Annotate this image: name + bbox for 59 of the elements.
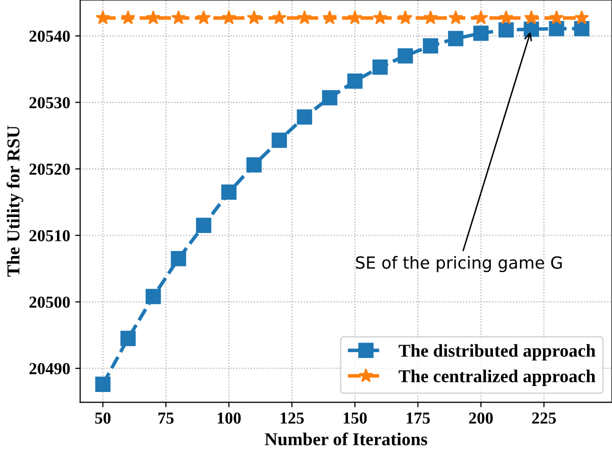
point xyxy=(549,10,564,24)
point xyxy=(448,10,464,24)
point xyxy=(171,10,186,24)
point xyxy=(574,20,590,36)
point xyxy=(473,26,489,41)
point xyxy=(246,157,262,173)
point xyxy=(398,10,413,24)
legend-label: The distributed approach xyxy=(398,344,596,360)
point xyxy=(423,10,438,24)
x-axis-title: Number of Iterations xyxy=(264,432,428,446)
x-tick-label: 175 xyxy=(406,412,430,424)
point xyxy=(146,288,161,304)
x-tick-label: 50 xyxy=(95,412,111,424)
annotation: SE of the pricing game G xyxy=(356,256,562,272)
x-tick-label: 225 xyxy=(532,412,556,424)
point xyxy=(498,10,514,24)
point xyxy=(170,251,186,266)
point xyxy=(272,10,287,24)
point xyxy=(222,10,236,24)
x-tick-label: 125 xyxy=(280,412,304,424)
y-tick-label: 20490 xyxy=(29,363,70,374)
point xyxy=(474,10,488,24)
x-tick-label: 75 xyxy=(158,412,174,424)
point xyxy=(120,330,136,346)
point xyxy=(246,10,262,24)
point xyxy=(548,20,564,36)
y-tick-label: 20520 xyxy=(29,164,70,175)
y-tick-label: 20540 xyxy=(29,30,70,42)
y-tick-label: 20530 xyxy=(29,97,70,108)
point xyxy=(347,73,363,89)
legend-label: The centralized approach xyxy=(398,370,596,386)
point xyxy=(574,10,590,24)
x-tick-label: 100 xyxy=(218,412,241,424)
point xyxy=(95,376,110,392)
y-axis-title: The Utility for RSU xyxy=(6,126,24,277)
point xyxy=(524,10,539,24)
point xyxy=(146,10,161,24)
y-tick-label: 20510 xyxy=(29,230,70,242)
point xyxy=(221,184,237,200)
point xyxy=(196,218,212,234)
point xyxy=(498,22,514,38)
point xyxy=(524,22,539,37)
point xyxy=(196,10,211,24)
point xyxy=(322,90,338,106)
point xyxy=(422,38,438,54)
point xyxy=(297,10,312,24)
point xyxy=(272,132,287,148)
point xyxy=(322,10,337,24)
point xyxy=(448,30,464,46)
point xyxy=(372,60,388,75)
point xyxy=(296,109,312,125)
point xyxy=(120,10,136,24)
y-tick-label: 20500 xyxy=(29,296,70,308)
x-tick-label: 150 xyxy=(344,412,367,424)
point xyxy=(372,10,388,24)
x-tick-label: 200 xyxy=(469,412,493,424)
point xyxy=(348,10,362,24)
point xyxy=(96,10,110,24)
point xyxy=(398,48,413,64)
